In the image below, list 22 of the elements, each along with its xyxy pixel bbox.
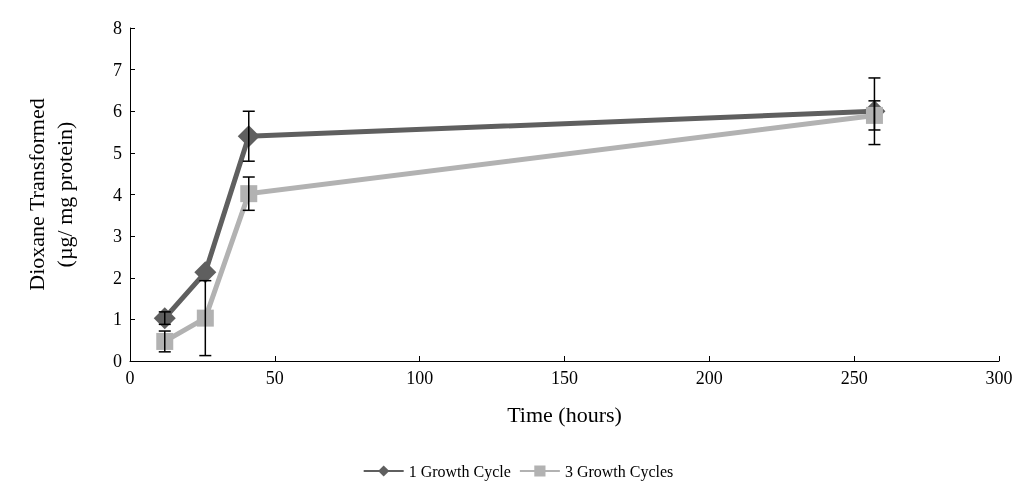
y-tick-label: 4 <box>113 184 122 205</box>
y-tick-label: 5 <box>113 142 122 163</box>
x-tick-label: 150 <box>551 368 578 388</box>
point <box>865 106 883 124</box>
y-tick-label: 0 <box>113 351 122 371</box>
point <box>196 309 214 327</box>
x-tick-label: 100 <box>406 368 434 388</box>
y-tick-label: 1 <box>113 309 122 330</box>
point <box>194 261 217 284</box>
y-axis-title: Dioxane Transformed (µg/ mg protein) <box>23 98 77 291</box>
x-tick-label: 200 <box>695 368 723 388</box>
y-tick-label: 2 <box>113 267 122 288</box>
y-tick-label: 8 <box>113 18 122 38</box>
x-tick-label: 250 <box>840 368 868 388</box>
x-tick-label: 50 <box>265 368 284 388</box>
legend-label: 1 Growth Cycle <box>408 462 511 481</box>
y-tick-label: 7 <box>113 59 122 80</box>
x-axis-title: Time (hours) <box>507 401 622 427</box>
y-tick-label: 3 <box>113 226 122 247</box>
x-tick-label: 300 <box>985 368 1013 388</box>
legend-label: 3 Growth Cycles <box>564 462 674 481</box>
y-tick-label: 6 <box>113 101 122 122</box>
